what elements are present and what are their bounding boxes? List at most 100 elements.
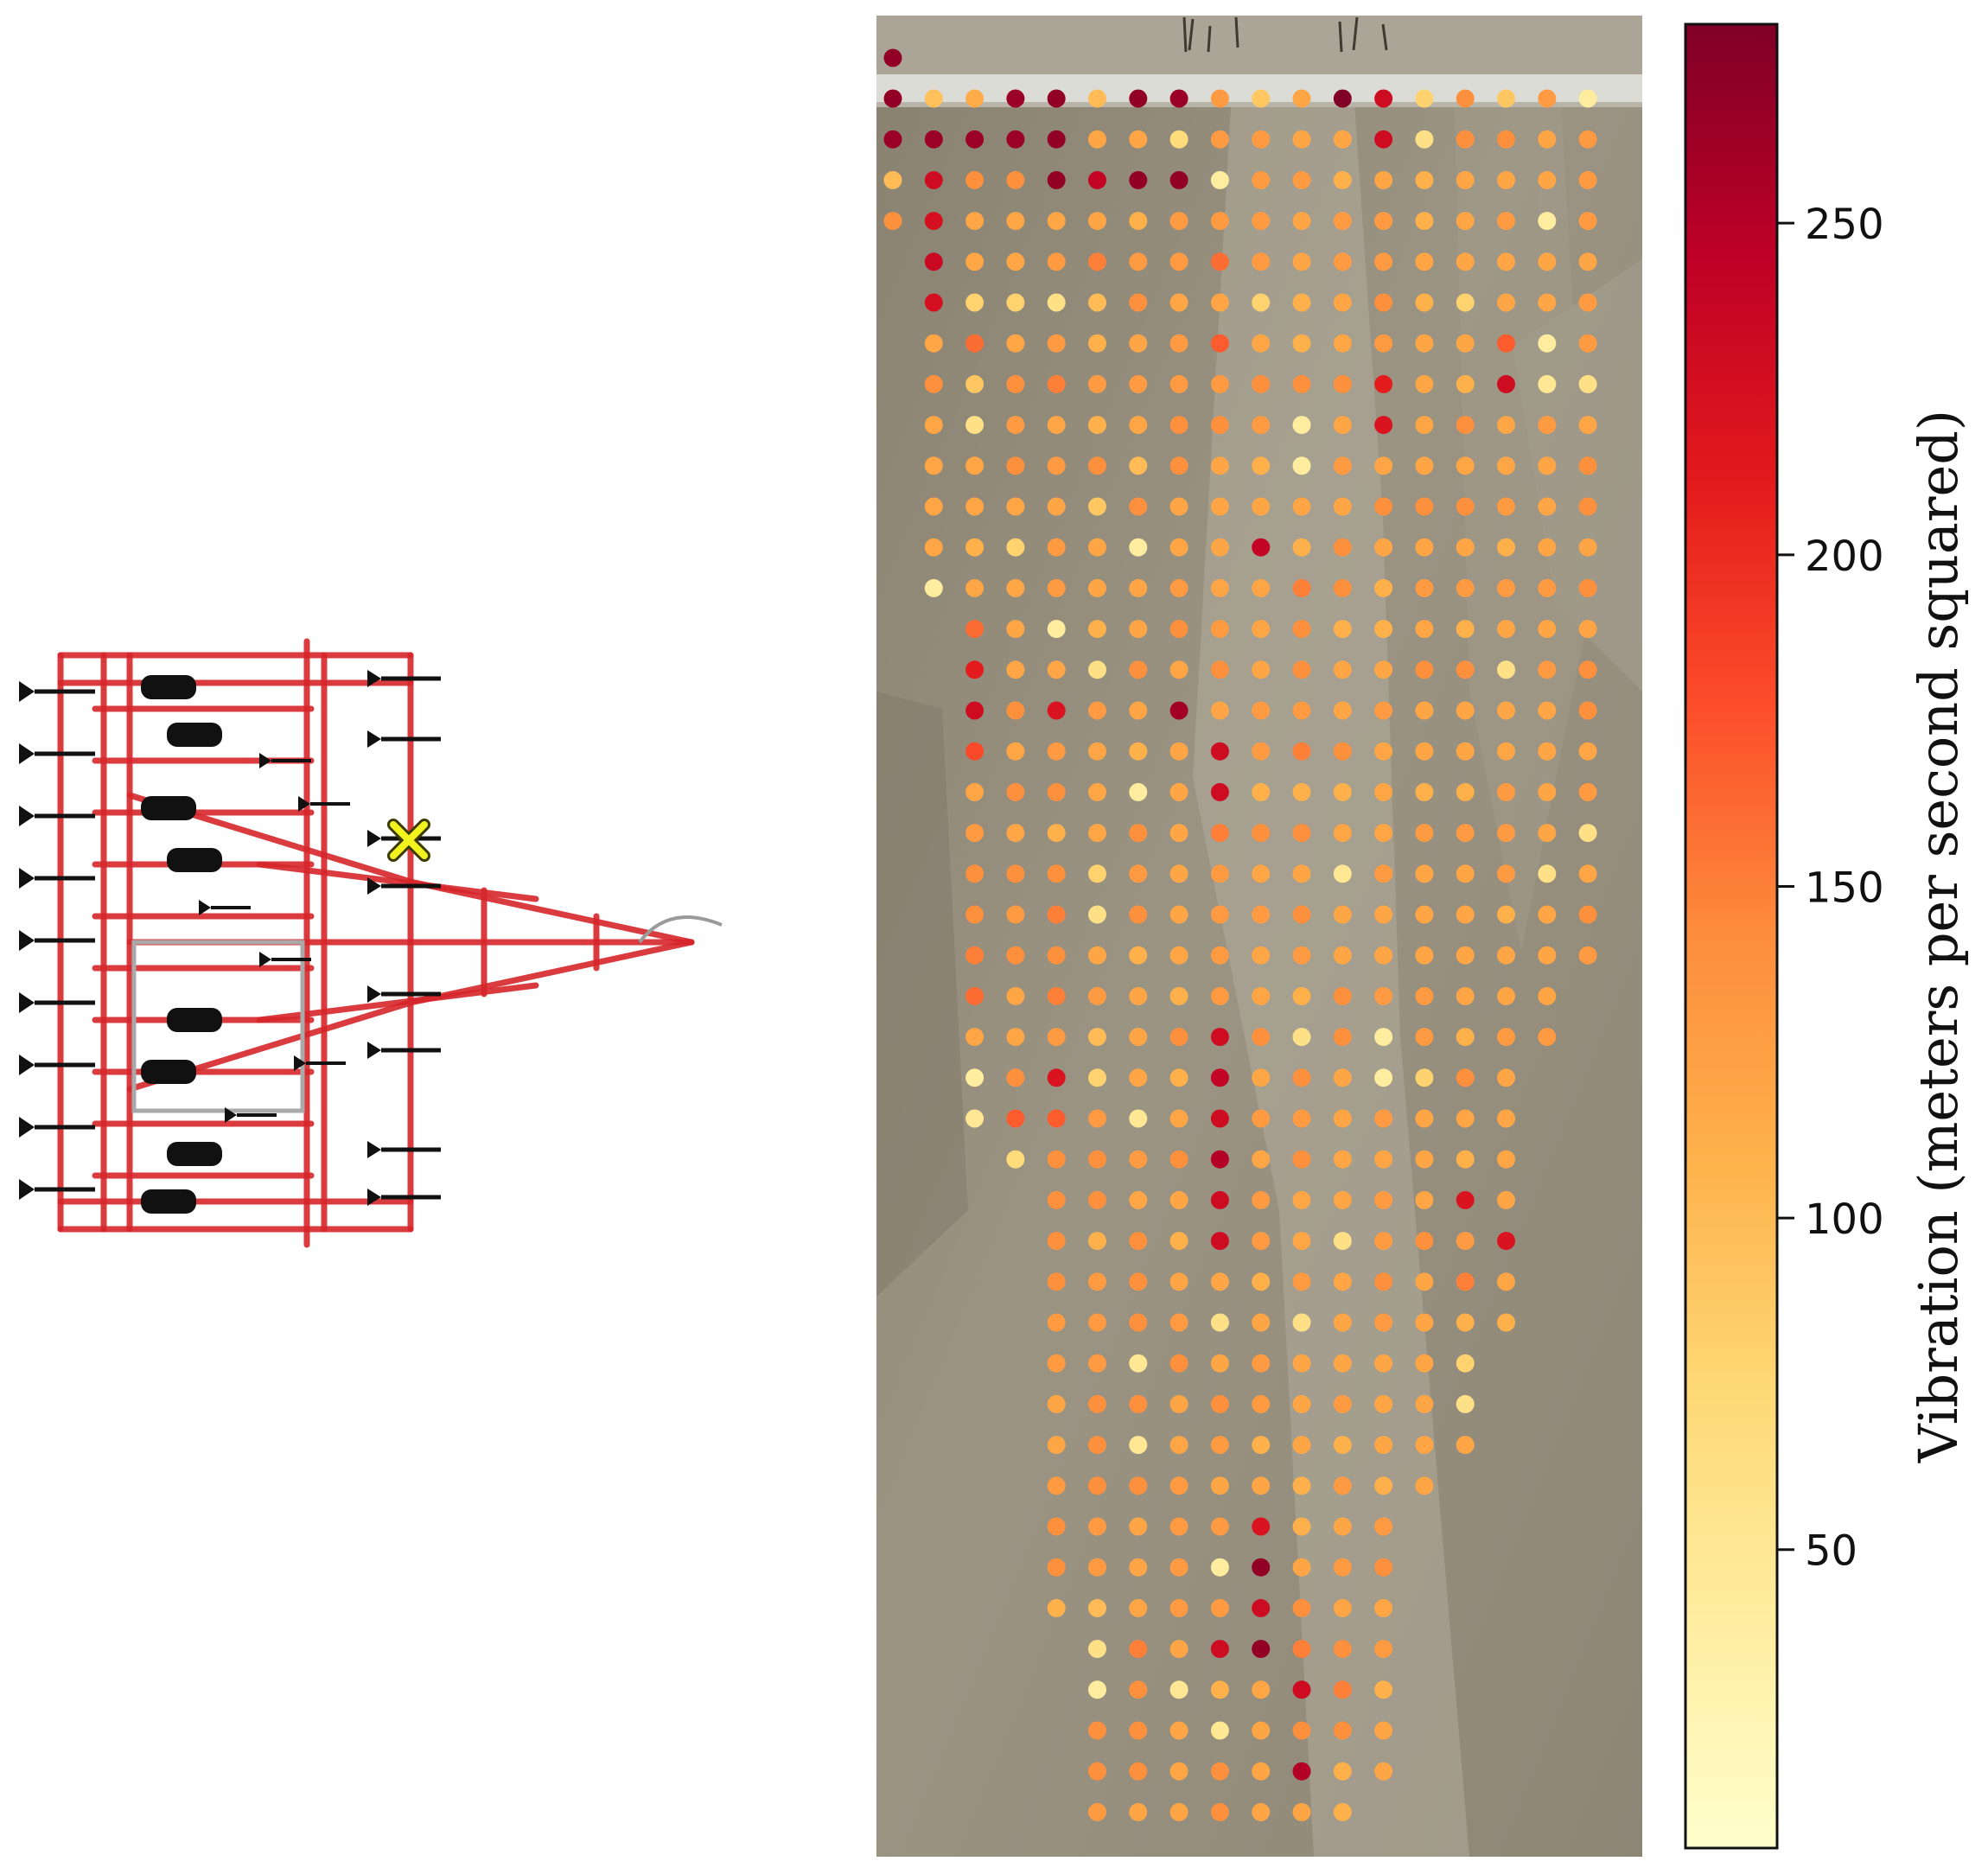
vibration-point	[1578, 497, 1597, 516]
vibration-point	[1538, 170, 1557, 189]
vibration-point	[1497, 1068, 1515, 1087]
vibration-point	[1169, 374, 1188, 393]
vibration-point	[1292, 1762, 1311, 1781]
colorbar-gradient	[1684, 22, 1779, 1850]
vibration-point	[965, 89, 984, 108]
vibration-point	[1129, 416, 1148, 435]
vibration-point	[1252, 864, 1271, 883]
vibration-point	[1578, 130, 1597, 149]
vibration-point	[1210, 782, 1229, 801]
vibration-point	[1292, 1802, 1311, 1821]
vibration-point	[1292, 89, 1311, 108]
vibration-point	[1088, 497, 1106, 516]
vibration-point	[1538, 416, 1557, 435]
vibration-point	[1047, 212, 1066, 231]
vibration-point	[1415, 1150, 1434, 1169]
implement-shanks	[19, 670, 441, 1206]
vibration-point	[1415, 986, 1434, 1005]
shank-tip	[19, 806, 35, 826]
shank-tip	[19, 930, 35, 951]
vibration-point	[1456, 1313, 1475, 1332]
vibration-point	[1210, 986, 1229, 1005]
vibration-point	[1252, 1762, 1271, 1781]
vibration-point	[1292, 824, 1311, 843]
vibration-point	[1006, 660, 1025, 679]
vibration-point	[1210, 1802, 1229, 1821]
vibration-point	[1169, 1476, 1188, 1495]
vibration-point	[1252, 1109, 1271, 1128]
vibration-point	[1374, 1354, 1393, 1373]
vibration-point	[1006, 864, 1025, 883]
vibration-point	[1374, 864, 1393, 883]
vibration-point	[1456, 1232, 1475, 1251]
vibration-point	[1169, 905, 1188, 924]
vibration-point	[1497, 212, 1515, 231]
vibration-point	[1169, 416, 1188, 435]
vibration-point	[1497, 252, 1515, 271]
vibration-point	[1169, 620, 1188, 639]
vibration-point	[1169, 946, 1188, 965]
vibration-point	[1374, 538, 1393, 557]
vibration-point	[1088, 905, 1106, 924]
vibration-point	[1578, 782, 1597, 801]
vibration-point	[1538, 905, 1557, 924]
vibration-point	[1210, 1150, 1229, 1169]
vibration-point	[1047, 1028, 1066, 1047]
vibration-point	[1456, 824, 1475, 843]
shank-tip	[19, 1117, 35, 1138]
vibration-point	[965, 578, 984, 597]
hitch-hose	[638, 915, 723, 944]
vibration-point	[1415, 905, 1434, 924]
vibration-point	[1292, 334, 1311, 353]
vibration-point	[1047, 946, 1066, 965]
vibration-point	[1252, 1028, 1271, 1047]
vibration-point	[1497, 456, 1515, 475]
vibration-point	[1047, 252, 1066, 271]
vibration-point	[1129, 334, 1148, 353]
vibration-point	[1047, 1476, 1066, 1495]
vibration-point	[1047, 1517, 1066, 1536]
vibration-point	[965, 660, 984, 679]
vibration-point	[1169, 1232, 1188, 1251]
frame-box	[131, 940, 305, 1113]
vibration-point	[1333, 1394, 1352, 1413]
vibration-point	[1252, 416, 1271, 435]
vibration-point	[1538, 130, 1557, 149]
vibration-point	[1047, 1598, 1066, 1617]
vibration-point	[1210, 1232, 1229, 1251]
vibration-point	[924, 374, 943, 393]
vibration-point	[965, 824, 984, 843]
vibration-point	[924, 497, 943, 516]
vibration-point	[1538, 89, 1557, 108]
vibration-point	[1047, 660, 1066, 679]
vibration-point	[1292, 1150, 1311, 1169]
vibration-point	[1374, 701, 1393, 720]
vibration-point	[1333, 374, 1352, 393]
colorbar-tick-label: 200	[1805, 532, 1884, 581]
vibration-point	[1210, 660, 1229, 679]
vibration-point	[1292, 1068, 1311, 1087]
vibration-point	[1006, 212, 1025, 231]
vibration-point	[1456, 1394, 1475, 1413]
vibration-point	[1169, 1802, 1188, 1821]
vibration-point	[1415, 89, 1434, 108]
vibration-point	[1169, 742, 1188, 761]
vibration-point	[1129, 170, 1148, 189]
vibration-point	[1374, 374, 1393, 393]
vibration-point	[1415, 701, 1434, 720]
vibration-point	[1252, 946, 1271, 965]
vibration-point	[1252, 1394, 1271, 1413]
vibration-point	[1333, 334, 1352, 353]
vibration-point	[1538, 782, 1557, 801]
vibration-point	[1578, 620, 1597, 639]
vibration-point	[1129, 497, 1148, 516]
vibration-point	[1252, 1517, 1271, 1536]
vibration-point	[1088, 1272, 1106, 1291]
vibration-point	[1169, 1598, 1188, 1617]
vibration-point	[1129, 1313, 1148, 1332]
vibration-point	[1415, 1313, 1434, 1332]
vibration-point	[1252, 1150, 1271, 1169]
vibration-point	[1129, 89, 1148, 108]
vibration-point	[1415, 1354, 1434, 1373]
vibration-point	[924, 578, 943, 597]
